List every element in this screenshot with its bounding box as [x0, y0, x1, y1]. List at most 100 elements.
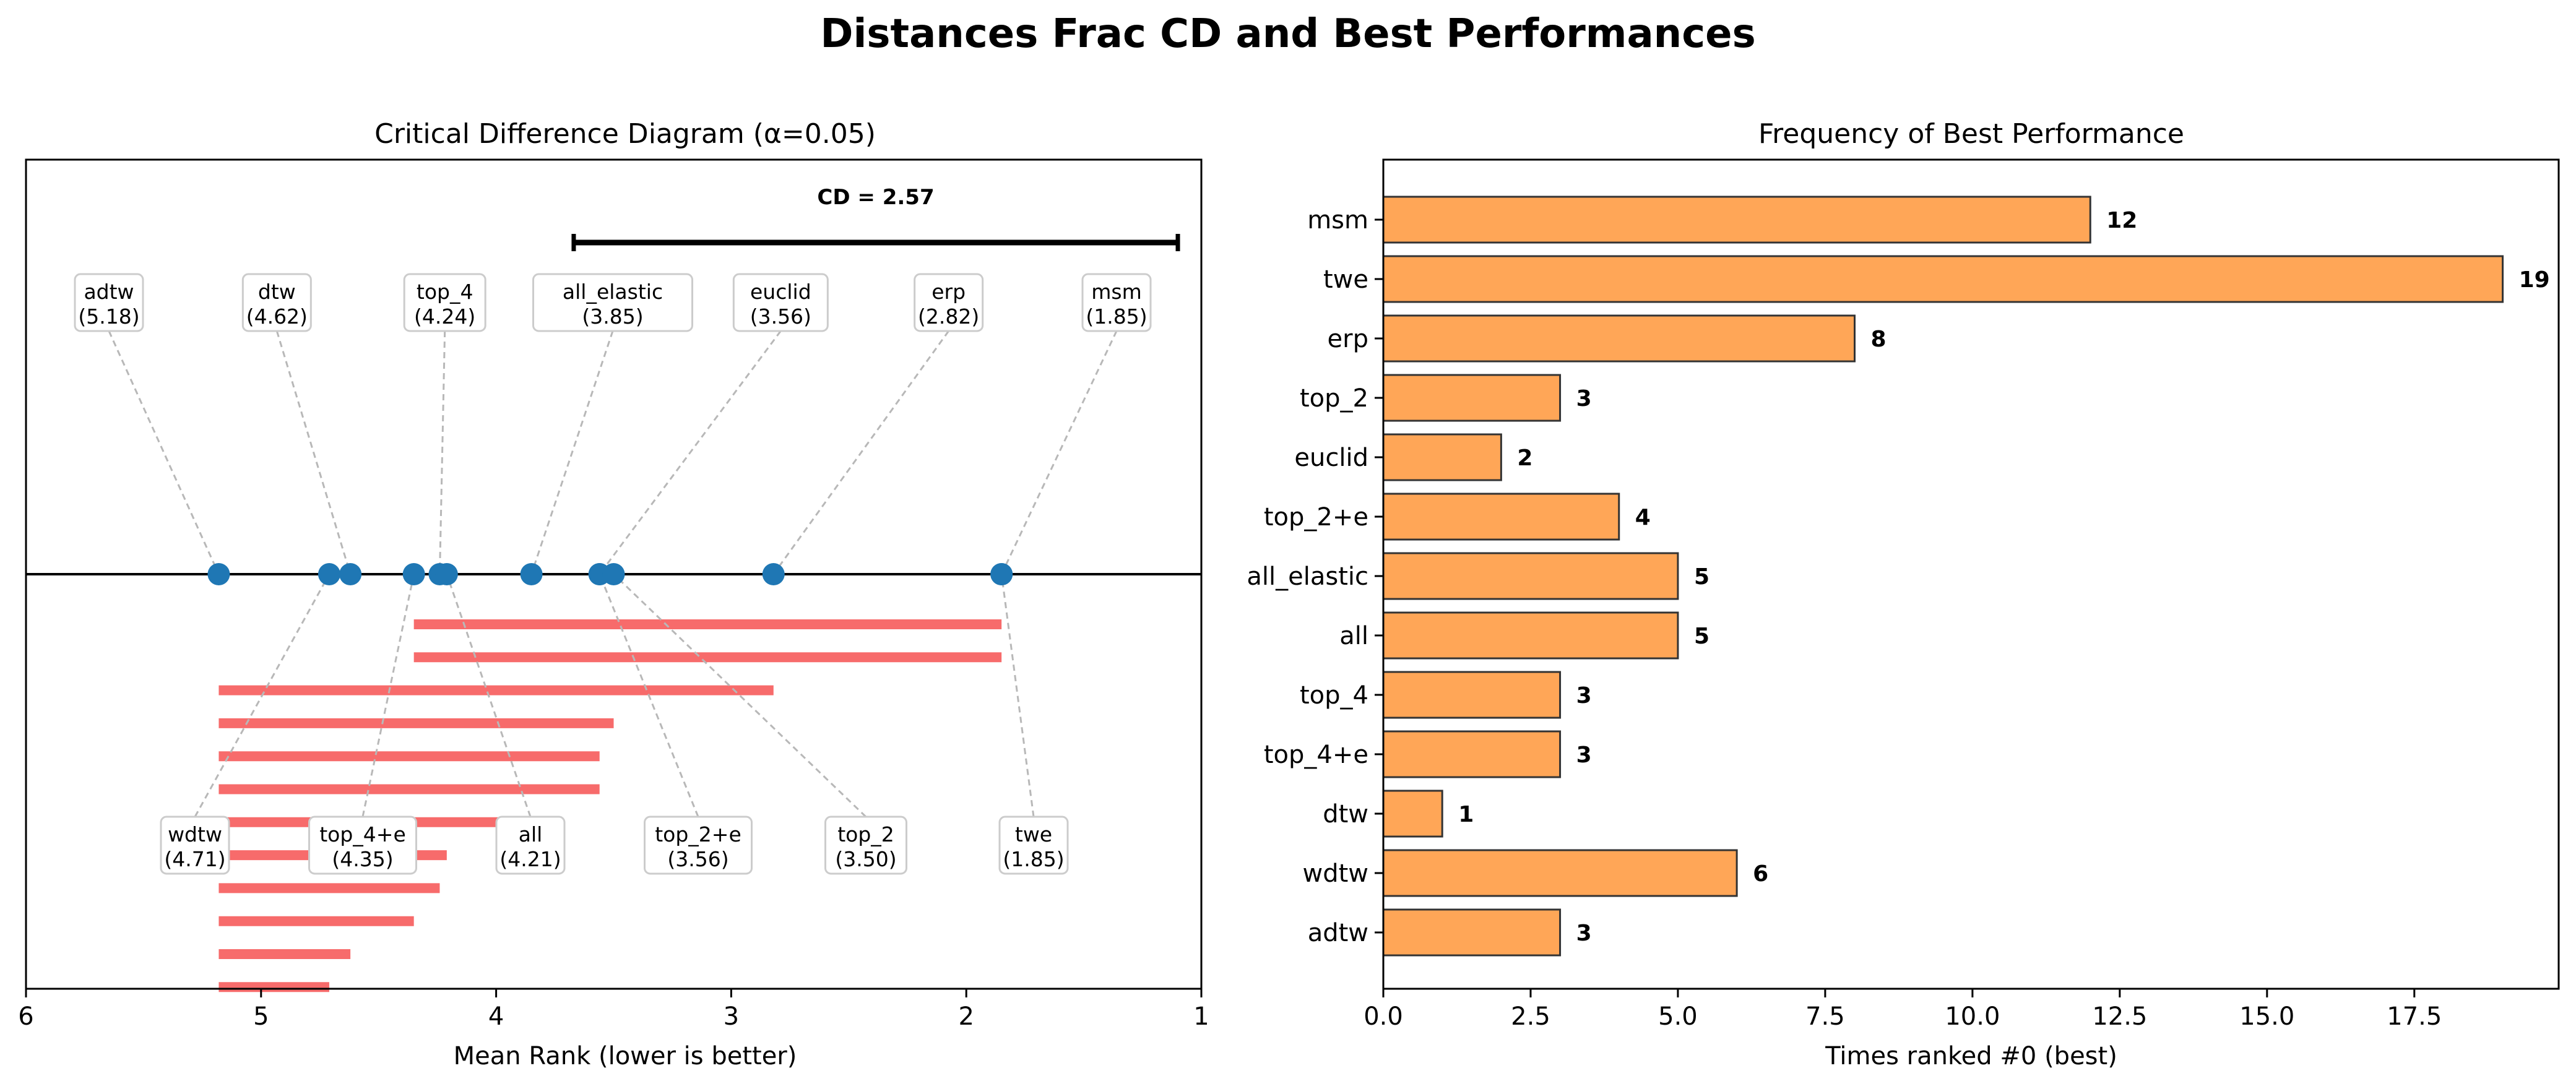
bar-x-axis-label: Times ranked #0 (best) [1825, 1042, 2117, 1070]
x-tick-label: 17.5 [2387, 1002, 2442, 1031]
method-label-box [644, 816, 753, 875]
leader-line [772, 330, 949, 575]
bar [1382, 790, 1443, 838]
bar [1382, 433, 1502, 481]
leader-line [361, 574, 415, 817]
method-name-label: erp [931, 280, 966, 304]
method-rank-label: (3.56) [750, 304, 811, 329]
cd-value-label: CD = 2.57 [817, 185, 934, 210]
cd-plot-area: CD = 2.57 adtw(5.18) dtw(4.62) top_4(4.24) a… [18, 158, 1209, 1031]
bar-value-label: 5 [1694, 564, 1709, 590]
x-tick-label: 2.5 [1511, 1002, 1550, 1031]
leader-line [275, 330, 352, 575]
method-rank-label: (4.62) [246, 304, 308, 329]
figure-title: Distances Frac CD and Best Performances [820, 11, 1755, 57]
bar-value-label: 2 [1517, 446, 1532, 471]
method-name-label: top_2 [837, 822, 894, 846]
method-name-label: wdtw [168, 822, 222, 846]
method-name-label: top_2+e [655, 822, 741, 846]
bar-value-label: 8 [1871, 327, 1887, 352]
method-label-box [914, 273, 984, 332]
method-name-label: all_elastic [563, 280, 663, 304]
x-tick-label: 5.0 [1658, 1002, 1698, 1031]
method-rank-label: (2.82) [918, 304, 979, 329]
y-tick-label: top_4+e [1264, 741, 1368, 769]
y-tick-label: twe [1323, 265, 1368, 294]
rank-dot [207, 563, 230, 585]
y-tick-label: adtw [1308, 919, 1368, 947]
bar [1382, 671, 1562, 719]
cd-panel: Critical Difference Diagram (α=0.05) CD … [18, 118, 1209, 1070]
leader-line [108, 330, 220, 575]
method-label-box [160, 816, 230, 875]
cd-plot-frame [25, 158, 1203, 990]
method-name-label: all [519, 822, 543, 846]
x-tick-label: 1 [1193, 1002, 1209, 1031]
rank-dot [520, 563, 543, 585]
x-tick-label: 5 [253, 1002, 269, 1031]
cd-panel-title: Critical Difference Diagram (α=0.05) [374, 118, 876, 150]
method-rank-label: (4.71) [164, 847, 225, 871]
bar [1382, 196, 2091, 244]
bar-panel-title: Frequency of Best Performance [1758, 118, 2184, 150]
x-tick-label: 6 [18, 1002, 33, 1031]
bar-value-label: 1 [1458, 802, 1474, 827]
x-tick-label: 0.0 [1364, 1002, 1403, 1031]
rank-dot [339, 563, 362, 585]
y-tick-label: msm [1307, 206, 1368, 235]
method-rank-label: (3.56) [667, 847, 728, 871]
method-rank-label: (4.35) [332, 847, 393, 871]
bar-value-label: 3 [1576, 921, 1592, 946]
x-tick-label: 4 [488, 1002, 504, 1031]
y-tick-label: top_4 [1300, 681, 1368, 710]
bar-value-label: 4 [1635, 505, 1651, 530]
bar [1382, 730, 1562, 778]
bar [1382, 611, 1679, 660]
y-tick-label: erp [1328, 325, 1368, 353]
method-label-box [241, 273, 312, 332]
method-name-label: top_4 [417, 280, 473, 304]
method-name-label: euclid [750, 280, 811, 304]
bar-value-label: 5 [1694, 624, 1709, 649]
bar-value-label: 19 [2519, 267, 2550, 293]
x-tick-label: 3 [724, 1002, 739, 1031]
rank-dot [318, 563, 340, 585]
rank-dot [435, 563, 458, 585]
leader-line [1000, 574, 1035, 817]
method-label-box [308, 816, 417, 875]
x-tick-label: 15.0 [2239, 1002, 2294, 1031]
x-tick-label: 7.5 [1805, 1002, 1845, 1031]
bar [1382, 849, 1738, 897]
method-name-label: dtw [258, 280, 296, 304]
leader-line [194, 574, 331, 817]
leader-line [613, 573, 867, 818]
method-rank-label: (4.21) [499, 847, 561, 871]
rank-dot [990, 563, 1013, 585]
bar-panel: Frequency of Best Performance 1 2 msm 19 twe… [1247, 118, 2560, 1070]
method-rank-label: (1.85) [1003, 847, 1064, 871]
x-tick-label: 12.5 [2092, 1002, 2147, 1031]
method-label-box [824, 816, 907, 875]
bar-value-label: 3 [1576, 683, 1592, 708]
method-label-box [532, 273, 693, 332]
x-tick-label: 2 [958, 1002, 974, 1031]
bar-value-label: 3 [1576, 742, 1592, 768]
bar-plot-frame [1382, 158, 2560, 990]
method-label-box [732, 273, 829, 332]
method-rank-label: (1.85) [1086, 304, 1147, 329]
leader-line [599, 330, 782, 575]
bar [1382, 908, 1562, 957]
method-name-label: twe [1015, 822, 1052, 846]
y-tick-label: wdtw [1302, 859, 1368, 888]
method-rank-label: (3.85) [582, 304, 643, 329]
method-rank-label: (5.18) [78, 304, 139, 329]
method-rank-label: (4.24) [414, 304, 475, 329]
leader-line [530, 330, 614, 575]
method-label-box [74, 273, 144, 332]
cd-x-axis-label: Mean Rank (lower is better) [454, 1042, 797, 1070]
bar-value-label: 3 [1576, 386, 1592, 411]
rank-dot [602, 563, 625, 585]
y-tick-label: euclid [1294, 444, 1368, 472]
method-label-box [403, 273, 486, 332]
